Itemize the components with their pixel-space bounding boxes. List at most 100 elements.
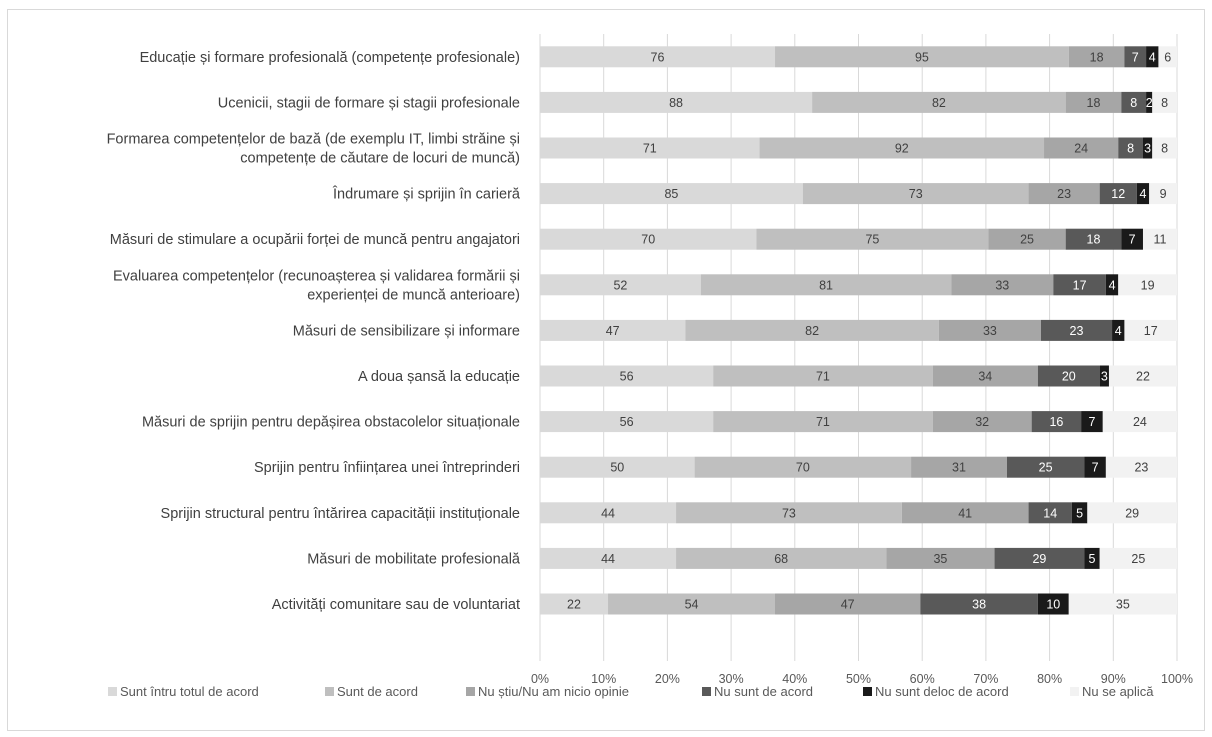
- data-label: 18: [1087, 233, 1101, 247]
- bar-segment: [676, 547, 887, 569]
- bar-segment: [1028, 502, 1072, 524]
- bar-segment: [694, 456, 912, 478]
- data-label: 73: [909, 187, 923, 201]
- category-label: Formarea competențelor de bază (de exemp…: [107, 132, 520, 148]
- data-label: 70: [641, 233, 655, 247]
- data-label: 23: [1057, 187, 1071, 201]
- bar-segment: [676, 502, 902, 524]
- bar-segment: [540, 91, 813, 113]
- bar-segment: [1053, 274, 1106, 296]
- data-label: 23: [1070, 324, 1084, 338]
- bar-segment: [608, 593, 776, 615]
- data-label: 2: [1146, 96, 1153, 110]
- data-label: 3: [1144, 142, 1151, 156]
- bar-segment: [1037, 365, 1100, 387]
- bar-segment: [1065, 91, 1122, 113]
- category-label: Evaluarea competențelor (recunoașterea ș…: [113, 268, 520, 284]
- x-tick-label: 100%: [1161, 672, 1193, 686]
- legend-swatch: [466, 687, 475, 696]
- data-label: 50: [610, 461, 624, 475]
- data-label: 29: [1125, 506, 1139, 520]
- data-label: 81: [819, 278, 833, 292]
- bar-segment: [1146, 46, 1159, 68]
- legend-label: Nu se aplică: [1082, 684, 1154, 699]
- bar-segment: [911, 456, 1007, 478]
- data-label: 3: [1101, 370, 1108, 384]
- bar-segment: [1149, 183, 1177, 205]
- bar-segment: [802, 183, 1029, 205]
- bar-segment: [1099, 547, 1177, 569]
- bar-segment: [775, 593, 921, 615]
- data-label: 4: [1109, 278, 1116, 292]
- data-label: 56: [620, 415, 634, 429]
- data-label: 35: [1116, 598, 1130, 612]
- bar-segment: [1084, 547, 1100, 569]
- bar-segment: [812, 91, 1066, 113]
- data-label: 31: [952, 461, 966, 475]
- data-label: 5: [1088, 552, 1095, 566]
- bar-segment: [1099, 365, 1109, 387]
- data-label: 29: [1032, 552, 1046, 566]
- category-label: Educație și formare profesională (compet…: [140, 50, 520, 66]
- data-label: 20: [1062, 370, 1076, 384]
- bar-segment: [1146, 91, 1153, 113]
- data-label: 22: [1136, 370, 1150, 384]
- data-label: 4: [1115, 324, 1122, 338]
- bar-segment: [1099, 183, 1137, 205]
- bar-segment: [1152, 137, 1177, 159]
- data-label: 22: [567, 598, 581, 612]
- bar-segment: [1142, 228, 1177, 250]
- data-label: 95: [915, 50, 929, 64]
- category-label: A doua șansă la educație: [358, 369, 520, 385]
- data-label: 71: [816, 370, 830, 384]
- legend-label: Sunt întru totul de acord: [120, 684, 259, 699]
- bar-segment: [932, 411, 1032, 433]
- bar-segment: [1071, 502, 1088, 524]
- data-label: 7: [1092, 461, 1099, 475]
- bar-segment: [1006, 456, 1085, 478]
- bar-segment: [540, 46, 776, 68]
- bar-segment: [540, 228, 757, 250]
- bar-segment: [1087, 502, 1177, 524]
- category-label: Măsuri de sprijin pentru depășirea obsta…: [142, 415, 520, 431]
- data-label: 24: [1133, 415, 1147, 429]
- bar-segment: [1118, 274, 1177, 296]
- x-tick-label: 10%: [591, 672, 616, 686]
- bar-segment: [1152, 91, 1177, 113]
- data-label: 24: [1074, 142, 1088, 156]
- bar-segment: [713, 411, 933, 433]
- bar-segment: [540, 274, 701, 296]
- legend-swatch: [702, 687, 711, 696]
- category-label: Activități comunitare sau de voluntariat: [272, 597, 520, 613]
- data-label: 19: [1141, 278, 1155, 292]
- bar-segment: [1121, 91, 1147, 113]
- bar-segment: [1105, 274, 1119, 296]
- bar-segment: [886, 547, 995, 569]
- bar-segment: [932, 365, 1038, 387]
- bar-segment: [1108, 365, 1177, 387]
- data-label: 10: [1046, 598, 1060, 612]
- x-tick-label: 0%: [531, 672, 549, 686]
- bar-segment: [901, 502, 1029, 524]
- x-tick-label: 20%: [655, 672, 680, 686]
- x-tick-label: 80%: [1037, 672, 1062, 686]
- category-labels: Educație și formare profesională (compet…: [107, 50, 521, 613]
- bar-segment: [540, 593, 609, 615]
- data-label: 14: [1043, 506, 1057, 520]
- bar-segment: [1068, 46, 1125, 68]
- data-label: 56: [620, 370, 634, 384]
- data-label: 5: [1076, 506, 1083, 520]
- data-label: 25: [1039, 461, 1053, 475]
- bar-segment: [540, 547, 677, 569]
- bar-segment: [540, 502, 677, 524]
- bar-segment: [1105, 456, 1177, 478]
- x-tick-label: 70%: [973, 672, 998, 686]
- bar-segment: [759, 137, 1045, 159]
- x-tick-label: 30%: [719, 672, 744, 686]
- data-label: 47: [841, 598, 855, 612]
- x-tick-label: 60%: [910, 672, 935, 686]
- bar-segment: [713, 365, 933, 387]
- data-label: 75: [865, 233, 879, 247]
- data-label: 18: [1087, 96, 1101, 110]
